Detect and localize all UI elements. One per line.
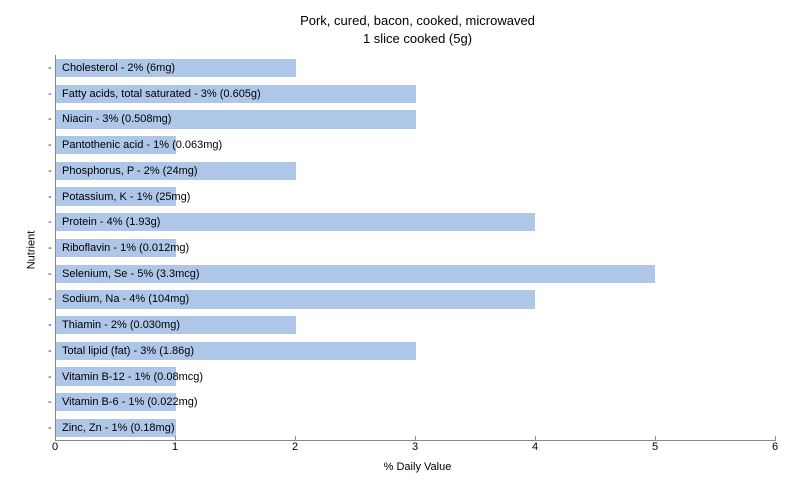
bar-label: Thiamin - 2% (0.030mg) bbox=[56, 319, 180, 331]
x-tick: 1 bbox=[172, 441, 178, 453]
chart-title: Pork, cured, bacon, cooked, microwaved 1… bbox=[55, 12, 780, 47]
bar-label: Potassium, K - 1% (25mg) bbox=[56, 191, 190, 203]
bar-label: Selenium, Se - 5% (3.3mcg) bbox=[56, 268, 200, 280]
bar-label: Pantothenic acid - 1% (0.063mg) bbox=[56, 139, 222, 151]
bar: Riboflavin - 1% (0.012mg) bbox=[56, 239, 176, 257]
bar-row: Protein - 4% (1.93g) bbox=[56, 209, 775, 235]
bar: Fatty acids, total saturated - 3% (0.605… bbox=[56, 85, 416, 103]
x-tick: 4 bbox=[532, 441, 538, 453]
bar-label: Protein - 4% (1.93g) bbox=[56, 216, 160, 228]
bar-row: Sodium, Na - 4% (104mg) bbox=[56, 287, 775, 313]
bar-row: Thiamin - 2% (0.030mg) bbox=[56, 312, 775, 338]
bar: Potassium, K - 1% (25mg) bbox=[56, 187, 176, 205]
bar-label: Phosphorus, P - 2% (24mg) bbox=[56, 165, 198, 177]
x-axis: 0 1 2 3 4 5 6 bbox=[55, 441, 775, 459]
bar-label: Total lipid (fat) - 3% (1.86g) bbox=[56, 345, 194, 357]
x-axis-label: % Daily Value bbox=[55, 461, 780, 473]
bar: Phosphorus, P - 2% (24mg) bbox=[56, 162, 296, 180]
bar: Sodium, Na - 4% (104mg) bbox=[56, 290, 535, 308]
bar-row: Niacin - 3% (0.508mg) bbox=[56, 107, 775, 133]
bar-row: Riboflavin - 1% (0.012mg) bbox=[56, 235, 775, 261]
bar-row: Phosphorus, P - 2% (24mg) bbox=[56, 158, 775, 184]
bar: Cholesterol - 2% (6mg) bbox=[56, 59, 296, 77]
bar-label: Zinc, Zn - 1% (0.18mg) bbox=[56, 422, 174, 434]
bar: Pantothenic acid - 1% (0.063mg) bbox=[56, 136, 176, 154]
bar: Vitamin B-12 - 1% (0.08mcg) bbox=[56, 367, 176, 385]
bar-row: Vitamin B-12 - 1% (0.08mcg) bbox=[56, 364, 775, 390]
bar: Total lipid (fat) - 3% (1.86g) bbox=[56, 342, 416, 360]
bar-row: Pantothenic acid - 1% (0.063mg) bbox=[56, 132, 775, 158]
bar-row: Potassium, K - 1% (25mg) bbox=[56, 184, 775, 210]
bar-label: Sodium, Na - 4% (104mg) bbox=[56, 293, 189, 305]
y-axis-label: Nutrient bbox=[25, 231, 37, 270]
bar-row: Fatty acids, total saturated - 3% (0.605… bbox=[56, 81, 775, 107]
bar-label: Cholesterol - 2% (6mg) bbox=[56, 62, 175, 74]
title-line-2: 1 slice cooked (5g) bbox=[55, 30, 780, 48]
x-tick: 0 bbox=[52, 441, 58, 453]
bar: Niacin - 3% (0.508mg) bbox=[56, 110, 416, 128]
bar-label: Vitamin B-6 - 1% (0.022mg) bbox=[56, 396, 198, 408]
bar-row: Selenium, Se - 5% (3.3mcg) bbox=[56, 261, 775, 287]
bar: Protein - 4% (1.93g) bbox=[56, 213, 535, 231]
bar-row: Cholesterol - 2% (6mg) bbox=[56, 55, 775, 81]
plot-area: Cholesterol - 2% (6mg) Fatty acids, total… bbox=[55, 55, 775, 441]
bar: Vitamin B-6 - 1% (0.022mg) bbox=[56, 393, 176, 411]
x-tick: 5 bbox=[652, 441, 658, 453]
bar: Selenium, Se - 5% (3.3mcg) bbox=[56, 265, 655, 283]
bar: Zinc, Zn - 1% (0.18mg) bbox=[56, 419, 176, 437]
bar-label: Vitamin B-12 - 1% (0.08mcg) bbox=[56, 371, 203, 383]
nutrition-chart: Pork, cured, bacon, cooked, microwaved 1… bbox=[0, 0, 800, 500]
bar-label: Fatty acids, total saturated - 3% (0.605… bbox=[56, 88, 261, 100]
x-tick: 6 bbox=[772, 441, 778, 453]
bar-label: Niacin - 3% (0.508mg) bbox=[56, 113, 171, 125]
title-line-1: Pork, cured, bacon, cooked, microwaved bbox=[55, 12, 780, 30]
bar-label: Riboflavin - 1% (0.012mg) bbox=[56, 242, 189, 254]
x-tick: 3 bbox=[412, 441, 418, 453]
bar: Thiamin - 2% (0.030mg) bbox=[56, 316, 296, 334]
x-tick: 2 bbox=[292, 441, 298, 453]
bar-row: Vitamin B-6 - 1% (0.022mg) bbox=[56, 389, 775, 415]
bar-row: Total lipid (fat) - 3% (1.86g) bbox=[56, 338, 775, 364]
